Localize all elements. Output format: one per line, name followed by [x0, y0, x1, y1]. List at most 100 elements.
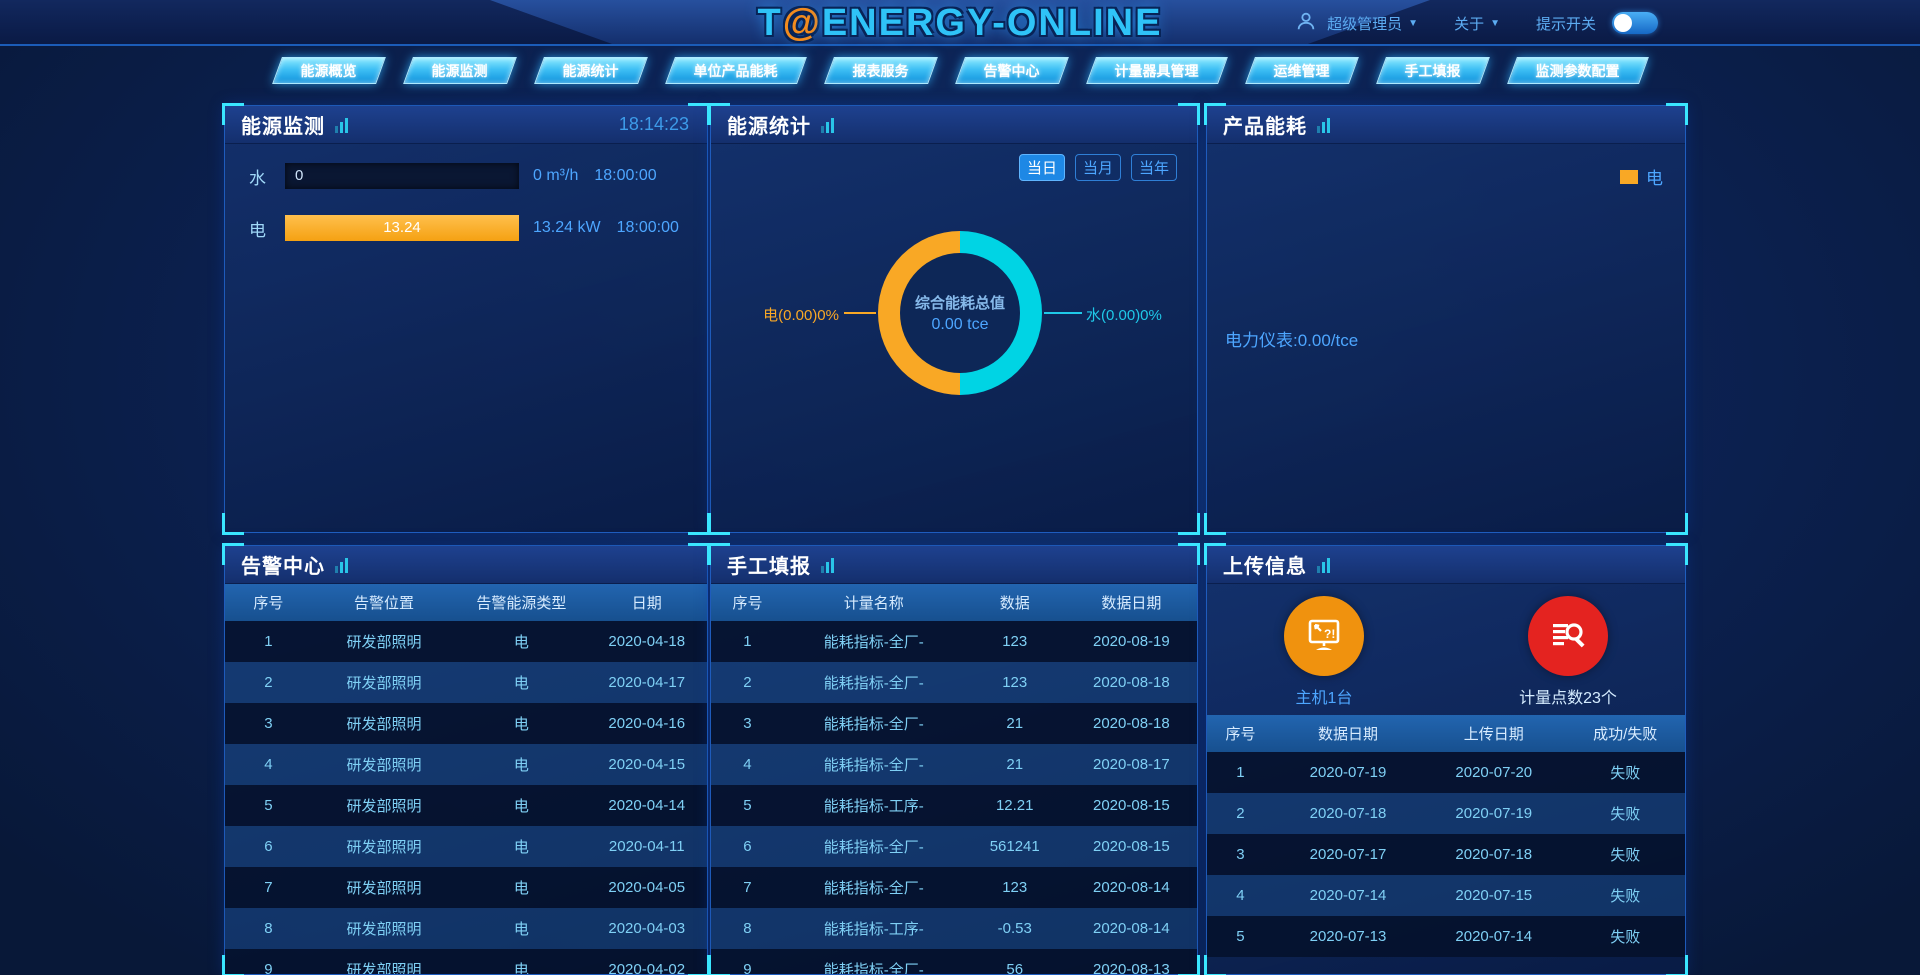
donut-label-electric: 电(0.00)0%	[763, 307, 839, 324]
table-row: 5 2020-07-13 2020-07-14 失败	[1207, 916, 1685, 957]
table-cell: 2	[1236, 805, 1245, 822]
bar-value: 13.24	[383, 219, 421, 236]
top-bar: T@ENERGY-ONLINE 超级管理员 ▼ 关于 ▼ 提示开关	[0, 0, 1920, 46]
panel-body: ?! 主机1台	[1207, 584, 1685, 974]
table-cell: 电	[513, 634, 529, 651]
column-header: 告警能源类型	[456, 584, 587, 621]
nav-tab-label: 能源监测	[431, 62, 488, 79]
table-cell: 能耗指标-全厂-	[823, 716, 924, 733]
panel-title: 上传信息	[1223, 556, 1307, 578]
panel-body: 电 电力仪表:0.00/tce	[1207, 144, 1685, 532]
donut-center-value: 0.00 tce	[931, 316, 989, 333]
table-cell: 4	[743, 756, 752, 773]
upload-table: 序号 数据日期 上传日期 成功/失败 1 2020-07-19 2020-07-20 失败 2…	[1207, 715, 1685, 957]
nav-tab[interactable]: 报表服务	[829, 57, 933, 84]
signal-bars-icon	[821, 117, 834, 133]
tip-toggle-label: 提示开关	[1535, 15, 1596, 33]
table-cell: 9	[264, 961, 273, 974]
chevron-down-icon: ▼	[1490, 17, 1500, 29]
tip-toggle-switch[interactable]	[1612, 12, 1658, 34]
legend-label: 电	[1646, 169, 1663, 188]
water-meter-row: 水 0 0 m³/h 18:00:00	[225, 162, 707, 190]
period-tabs: 当日 当月 当年	[1018, 154, 1177, 181]
panel-header: 能源统计	[711, 106, 1197, 144]
svg-text:?!: ?!	[1324, 627, 1335, 641]
energy-donut-chart: 综合能耗总值 0.00 tce	[878, 231, 1042, 395]
signal-bars-icon	[335, 557, 348, 573]
table-cell: 3	[743, 715, 752, 732]
column-header: 成功/失败	[1565, 715, 1685, 752]
table-cell: 研发部照明	[346, 757, 422, 774]
table-cell: 失败	[1610, 847, 1641, 864]
panel-clock: 18:14:23	[618, 114, 689, 134]
table-cell: 能耗指标-工序-	[823, 798, 924, 815]
donut-hole	[900, 253, 1020, 373]
table-cell: 能耗指标-全厂-	[823, 962, 924, 974]
table-row: 4 2020-07-14 2020-07-15 失败	[1207, 875, 1685, 916]
nav-tab[interactable]: 计量器具管理	[1091, 57, 1223, 84]
nav-tab-label: 运维管理	[1273, 62, 1330, 79]
table-cell: 123	[1002, 633, 1028, 650]
table-cell: 电	[513, 839, 529, 856]
table-row: 7 研发部照明 电 2020-04-05	[225, 867, 707, 908]
table-cell: 123	[1002, 674, 1028, 691]
panel-body: 序号 计量名称 数据 数据日期 1 能耗指标-全厂- 123 2020-08-19 2 能耗指标…	[711, 584, 1197, 974]
panel-body: 水 0 0 m³/h 18:00:00 电 13.24 13.24 kW	[225, 144, 707, 532]
meter-reading: 13.24 kW 18:00:00	[533, 219, 679, 237]
electric-meter-bar: 13.24	[285, 215, 519, 241]
table-cell: 2020-07-18	[1455, 846, 1533, 863]
manual-entry-table: 序号 计量名称 数据 数据日期 1 能耗指标-全厂- 123 2020-08-19 2 能耗指标…	[711, 584, 1197, 974]
period-tab[interactable]: 当年	[1130, 154, 1177, 181]
table-cell: 电	[513, 962, 529, 974]
table-cell: 研发部照明	[346, 634, 422, 651]
panel-title: 能源监测	[241, 116, 325, 138]
about-menu[interactable]: 关于 ▼	[1454, 13, 1500, 34]
chart-legend: 电	[1620, 164, 1663, 189]
table-cell: 研发部照明	[346, 921, 422, 938]
nav-tab[interactable]: 能源监测	[408, 57, 512, 84]
table-cell: 561241	[989, 838, 1040, 855]
table-head: 序号 告警位置 告警能源类型 日期	[225, 584, 707, 621]
electric-meter-total: 电力仪表:0.00/tce	[1225, 331, 1359, 350]
nav-tab[interactable]: 能源概览	[277, 57, 381, 84]
table-row: 1 2020-07-19 2020-07-20 失败	[1207, 752, 1685, 793]
signal-bars-icon	[821, 557, 834, 573]
nav-tab[interactable]: 运维管理	[1250, 57, 1354, 84]
table-cell: 2	[743, 674, 752, 691]
nav-tab-label: 单位产品能耗	[693, 62, 778, 79]
meter-points-label: 计量点数23个	[1519, 690, 1617, 707]
nav-tab[interactable]: 能源统计	[539, 57, 643, 84]
table-cell: 1	[743, 633, 752, 650]
table-cell: 能耗指标-全厂-	[823, 839, 924, 856]
table-head: 序号 数据日期 上传日期 成功/失败	[1207, 715, 1685, 752]
table-row: 3 研发部照明 电 2020-04-16	[225, 703, 707, 744]
table-cell: 研发部照明	[346, 839, 422, 856]
header-trapezoid	[490, 0, 1430, 44]
chevron-down-icon: ▼	[1408, 17, 1419, 29]
user-icon	[1295, 10, 1317, 36]
nav-tab[interactable]: 监测参数配置	[1512, 57, 1644, 84]
meter-points-stat: 计量点数23个	[1488, 596, 1648, 708]
nav-tab[interactable]: 告警中心	[960, 57, 1064, 84]
period-tab[interactable]: 当日	[1018, 154, 1065, 181]
column-header: 序号	[1207, 715, 1274, 752]
table-cell: 2020-07-18	[1309, 805, 1387, 822]
table-cell: 2	[264, 674, 273, 691]
panel-title: 手工填报	[727, 556, 811, 578]
toggle-knob	[1614, 14, 1632, 32]
nav-tab[interactable]: 单位产品能耗	[670, 57, 802, 84]
main-nav: 能源概览 能源监测 能源统计 单位产品能耗 报表服务 告警中心 计量器具管理	[0, 57, 1920, 84]
logo-text: T	[757, 2, 783, 44]
nav-tab-label: 报表服务	[852, 62, 909, 79]
panel-body: 当日 当月 当年 综合能耗总值 0.00 tce 电(0.00)0% 水(0.0…	[711, 144, 1197, 532]
table-cell: 电	[513, 757, 529, 774]
nav-tab-label: 能源统计	[562, 62, 619, 79]
column-header: 数据日期	[1065, 584, 1197, 621]
donut-center-title: 综合能耗总值	[914, 295, 1005, 312]
period-tab[interactable]: 当月	[1074, 154, 1121, 181]
doc-search-icon	[1528, 596, 1608, 676]
nav-tab-label: 手工填报	[1404, 62, 1461, 79]
nav-tab[interactable]: 手工填报	[1381, 57, 1485, 84]
panel-header: 手工填报	[711, 546, 1197, 584]
user-menu[interactable]: 超级管理员 ▼	[1327, 13, 1418, 34]
